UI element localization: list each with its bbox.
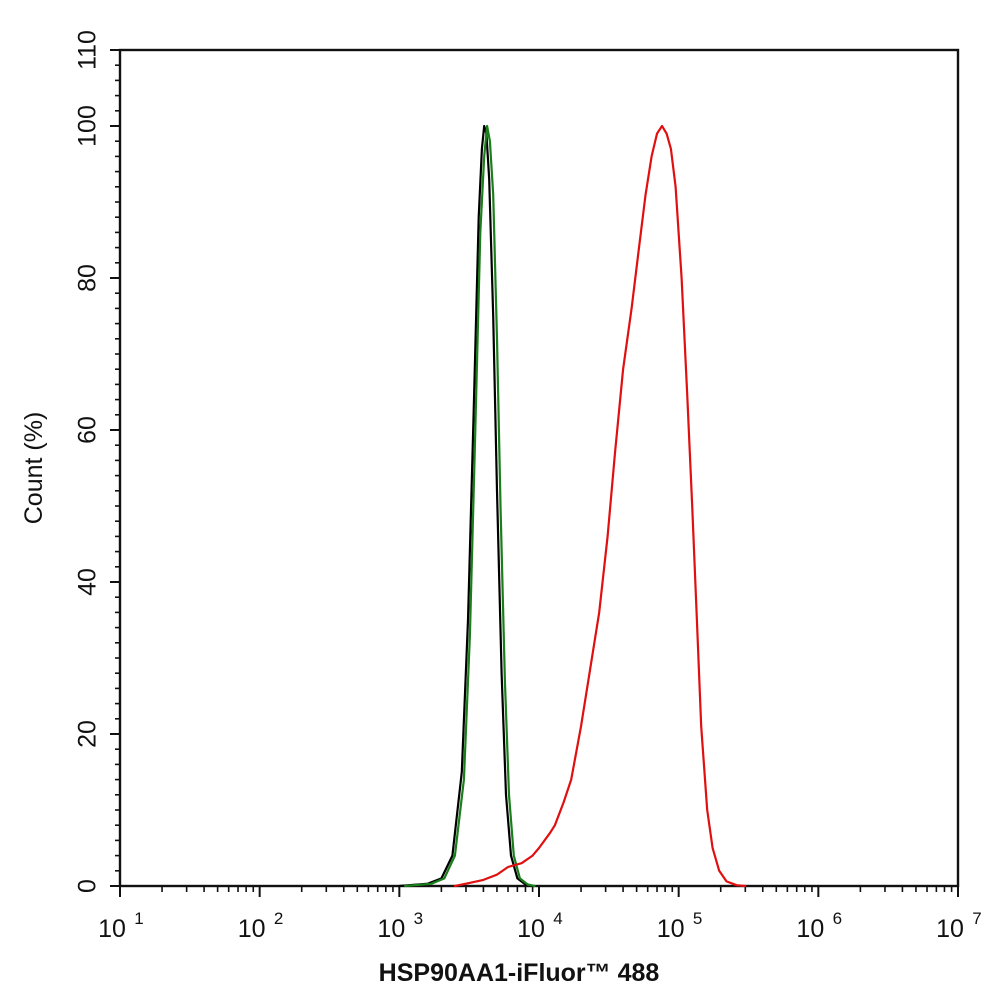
x-tick-label: 10 [517,915,545,943]
minor-ticks [115,64,953,892]
x-tick-label: 10 [936,915,964,943]
x-tick-label: 10 [238,915,266,943]
x-tick-label: 10 [98,915,126,943]
x-tick-exponent: 7 [972,909,981,928]
y-tick-label: 40 [74,568,102,596]
y-tick-label: 0 [74,879,102,893]
x-tick-exponent: 2 [274,909,283,928]
plot-area [118,48,960,888]
y-axis-title: Count (%) [20,412,48,525]
y-tick-label: 80 [74,264,102,292]
major-ticks [110,49,959,897]
y-tick-label: 20 [74,720,102,748]
x-tick-label: 10 [377,915,405,943]
y-tick-label: 60 [74,416,102,444]
y-tick-label: 100 [74,105,102,147]
x-tick-exponent: 6 [833,909,842,928]
x-tick-label: 10 [796,915,824,943]
x-tick-label: 10 [657,915,685,943]
x-tick-exponent: 5 [693,909,702,928]
x-tick-labels: 10 1 10 2 10 3 10 4 10 5 10 6 10 7 [98,909,982,943]
y-tick-label: 110 [74,30,102,70]
x-tick-exponent: 1 [134,909,143,928]
y-tick-labels: 0 20 40 60 80 100 110 [74,30,102,893]
x-tick-exponent: 4 [553,909,562,928]
x-axis-title: HSP90AA1-iFluor™ 488 [379,959,660,987]
series-line-2 [404,124,536,888]
series-line-3 [453,124,747,888]
series-lines [398,124,747,888]
x-tick-exponent: 3 [414,909,423,928]
series-line-1 [398,124,534,888]
